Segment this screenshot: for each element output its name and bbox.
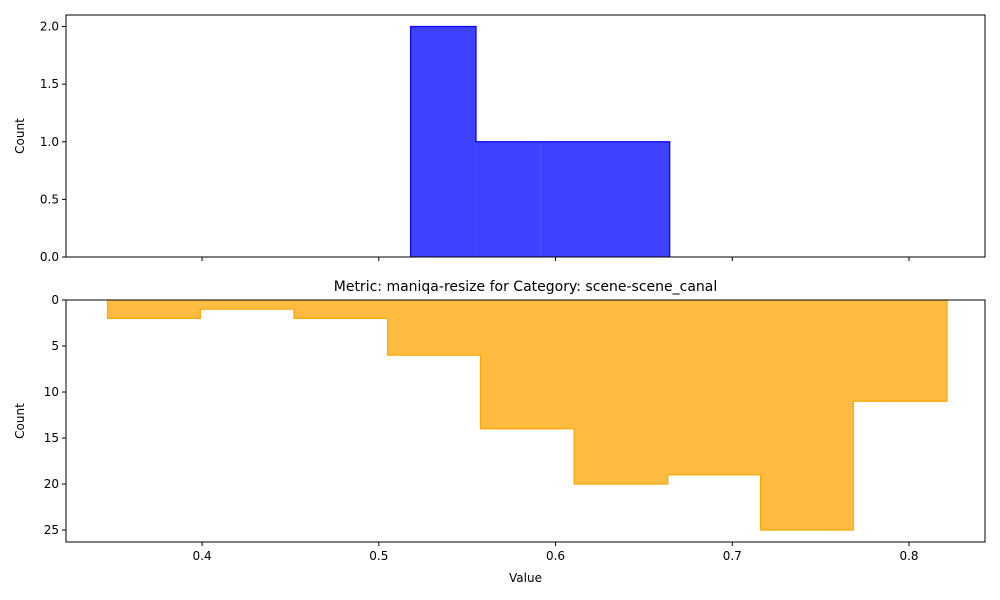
bottom-plot-frame xyxy=(65,299,986,543)
histogram-bar xyxy=(667,300,761,475)
bottom-histogram-panel: 0 5 10 15 20 25 0.4 0.5 0.6 0.7 0.8 Metric: maniq… xyxy=(13,279,986,585)
top-histogram-panel: 0.0 0.5 1.0 1.5 2.0 Count xyxy=(13,14,986,264)
histogram-bar xyxy=(605,141,670,257)
top-plot-frame xyxy=(65,14,986,258)
y-tick-label: 10 xyxy=(44,385,59,399)
x-tick-label: 0.8 xyxy=(899,549,918,563)
x-tick-label: 0.7 xyxy=(723,549,742,563)
y-tick-label: 25 xyxy=(44,523,59,537)
histogram-bar xyxy=(293,300,388,319)
x-tick-label: 0.4 xyxy=(193,549,212,563)
x-tick-label: 0.6 xyxy=(546,549,565,563)
y-tick-label: 2.0 xyxy=(40,20,59,34)
y-tick-label: 0 xyxy=(51,293,59,307)
histogram-bar xyxy=(574,300,668,485)
histogram-bar xyxy=(853,300,948,402)
histogram-bar xyxy=(107,300,201,319)
top-histogram-bars xyxy=(410,25,671,258)
histogram-outline xyxy=(106,300,948,531)
bottom-y-axis-label: Count xyxy=(13,403,27,439)
histogram-bar xyxy=(200,300,294,310)
y-tick-label: 0.0 xyxy=(40,250,59,264)
y-tick-label: 0.5 xyxy=(40,192,59,206)
y-tick-label: 1.0 xyxy=(40,135,59,149)
histogram-bar xyxy=(476,141,541,257)
bottom-x-axis-label: Value xyxy=(509,571,542,585)
top-y-axis-label: Count xyxy=(13,118,27,154)
bottom-y-ticks: 0 5 10 15 20 25 xyxy=(44,293,66,537)
y-tick-label: 15 xyxy=(44,431,59,445)
histogram-bar xyxy=(480,300,575,429)
bottom-histogram-bars xyxy=(106,300,948,531)
histogram-bar xyxy=(540,141,606,257)
histogram-outline xyxy=(410,25,671,257)
y-tick-label: 1.5 xyxy=(40,77,59,91)
bottom-chart-title: Metric: maniqa-resize for Category: scen… xyxy=(334,279,718,295)
top-x-ticks xyxy=(201,257,910,261)
histogram-bar xyxy=(410,26,477,258)
y-tick-label: 5 xyxy=(51,339,59,353)
y-tick-label: 20 xyxy=(44,477,59,491)
x-tick-label: 0.5 xyxy=(369,549,388,563)
bottom-x-ticks: 0.4 0.5 0.6 0.7 0.8 xyxy=(193,542,919,563)
histogram-bar xyxy=(760,300,854,531)
histogram-bar xyxy=(387,300,481,356)
top-y-ticks: 0.0 0.5 1.0 1.5 2.0 xyxy=(40,20,66,264)
